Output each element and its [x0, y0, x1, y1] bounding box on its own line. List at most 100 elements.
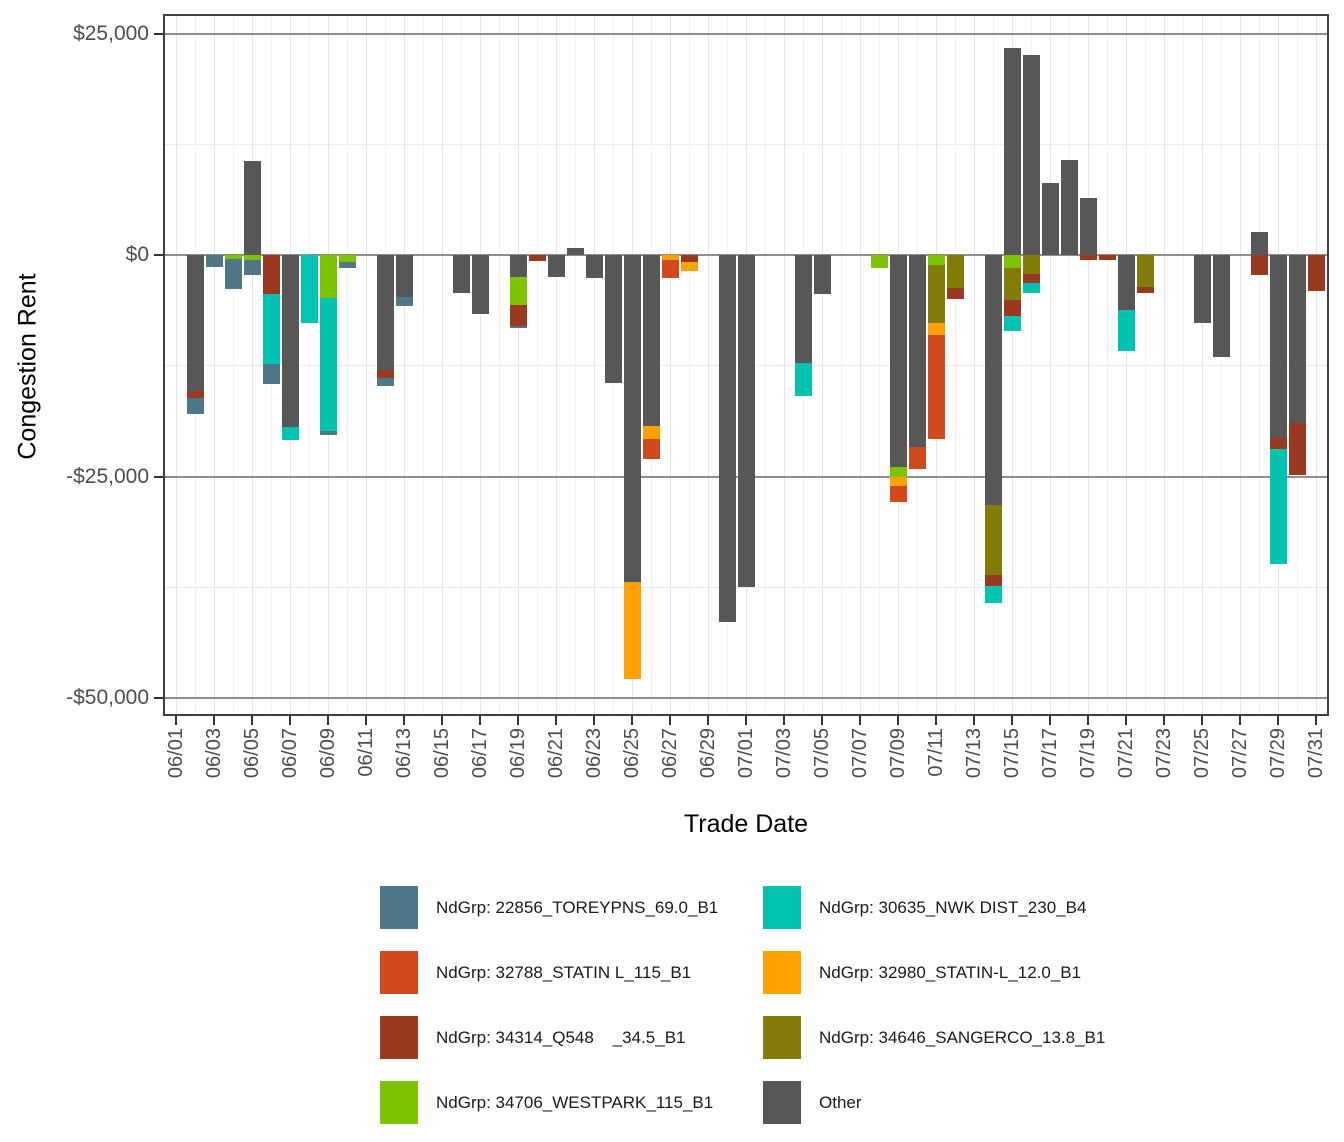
- bar-segment: [1136, 255, 1154, 287]
- bar-segment: [718, 255, 736, 623]
- bar-segment: [623, 255, 641, 583]
- bar-segment: [395, 297, 413, 307]
- legend-swatch: [380, 1016, 418, 1059]
- bar-segment: [224, 259, 242, 290]
- bar-segment: [243, 255, 261, 260]
- legend-entry: NdGrp: 34314_Q548 _34.5_B1: [380, 1016, 763, 1081]
- x-tick-label: 07/15: [1001, 728, 1023, 779]
- x-tick-label: 07/13: [963, 728, 985, 779]
- v-gridline: [1258, 14, 1260, 716]
- y-tick-label: $25,000: [73, 21, 149, 45]
- bar-segment: [870, 255, 888, 269]
- bar-segment: [604, 255, 622, 383]
- v-gridline: [1220, 14, 1222, 716]
- v-gridline: [555, 14, 557, 716]
- bar-segment: [927, 334, 945, 439]
- x-tick-label: 07/19: [1077, 728, 1099, 779]
- bar-segment: [1003, 48, 1021, 256]
- bar-segment: [984, 574, 1002, 586]
- x-tick-label: 06/21: [545, 728, 567, 779]
- legend-entry: Other: [763, 1081, 1146, 1142]
- bar-segment: [243, 259, 261, 276]
- bar-segment: [984, 585, 1002, 603]
- bar-segment: [471, 255, 489, 314]
- x-tick-label: 07/27: [1229, 728, 1251, 779]
- legend-swatch: [763, 886, 801, 929]
- legend-label: NdGrp: 30635_NWK DIST_230_B4: [819, 898, 1087, 917]
- bar-segment: [1003, 300, 1021, 317]
- y-tick: [154, 475, 163, 478]
- x-tick-label: 07/01: [735, 728, 757, 779]
- v-gridline: [1049, 14, 1051, 716]
- x-tick: [1049, 716, 1051, 725]
- bar-segment: [661, 255, 679, 260]
- x-tick: [935, 716, 937, 725]
- bar-segment: [946, 255, 964, 289]
- x-tick: [479, 716, 481, 725]
- x-tick: [175, 716, 177, 725]
- v-gridline: [365, 14, 367, 716]
- bar-segment: [376, 377, 394, 387]
- legend-entry: NdGrp: 32788_STATIN L_115_B1: [380, 951, 763, 1016]
- x-tick-label: 06/09: [317, 728, 339, 779]
- x-tick: [1087, 716, 1089, 725]
- bar-segment: [1060, 160, 1078, 256]
- x-tick: [669, 716, 671, 725]
- legend-label: Other: [819, 1093, 862, 1112]
- bar-segment: [566, 248, 584, 256]
- bar-segment: [1079, 255, 1097, 260]
- x-tick: [745, 716, 747, 725]
- legend-entry: NdGrp: 34706_WESTPARK_115_B1: [380, 1081, 763, 1142]
- bar-segment: [680, 255, 698, 262]
- y-tick: [154, 697, 163, 700]
- v-gridline: [1182, 14, 1184, 716]
- v-gridline: [973, 14, 975, 716]
- bar-segment: [1269, 437, 1287, 449]
- x-tick-label: 07/05: [811, 728, 833, 779]
- bar-segment: [927, 323, 945, 335]
- v-gridline: [1201, 14, 1203, 716]
- bar-segment: [376, 255, 394, 371]
- bar-segment: [509, 276, 527, 305]
- x-tick-label: 06/25: [621, 728, 643, 779]
- bar-segment: [1022, 283, 1040, 294]
- legend-swatch: [763, 951, 801, 994]
- x-tick: [517, 716, 519, 725]
- x-tick-label: 07/29: [1267, 728, 1289, 779]
- bar-segment: [889, 476, 907, 486]
- v-gridline: [821, 14, 823, 716]
- x-tick-label: 06/07: [279, 728, 301, 779]
- bar-segment: [1307, 255, 1325, 291]
- bar-segment: [509, 255, 527, 277]
- legend-swatch: [380, 1081, 418, 1124]
- bar-segment: [1117, 310, 1135, 352]
- x-tick-label: 07/03: [773, 728, 795, 779]
- v-gridline: [764, 14, 766, 716]
- bar-segment: [908, 255, 926, 447]
- x-tick-label: 07/17: [1039, 728, 1061, 779]
- x-tick-label: 06/27: [659, 728, 681, 779]
- v-gridline: [536, 14, 538, 716]
- bar-segment: [509, 325, 527, 329]
- bar-segment: [376, 370, 394, 378]
- v-gridline: [878, 14, 880, 716]
- x-tick: [251, 716, 253, 725]
- v-gridline: [1011, 14, 1013, 716]
- bar-segment: [319, 430, 337, 436]
- bar-segment: [1212, 255, 1230, 357]
- bar-segment: [946, 288, 964, 300]
- bar-segment: [1136, 287, 1154, 294]
- bar-segment: [1250, 232, 1268, 256]
- v-gridline: [517, 14, 519, 716]
- x-tick-label: 06/03: [203, 728, 225, 779]
- legend-swatch: [763, 1081, 801, 1124]
- h-gridline-major: [163, 697, 1329, 700]
- bar-segment: [395, 255, 413, 298]
- bar-segment: [1003, 255, 1021, 269]
- legend-entry: NdGrp: 22856_TOREYPNS_69.0_B1: [380, 886, 763, 951]
- x-tick: [973, 716, 975, 725]
- x-tick-label: 06/11: [355, 728, 377, 777]
- x-tick-label: 07/21: [1115, 728, 1137, 779]
- bar-segment: [1288, 255, 1306, 424]
